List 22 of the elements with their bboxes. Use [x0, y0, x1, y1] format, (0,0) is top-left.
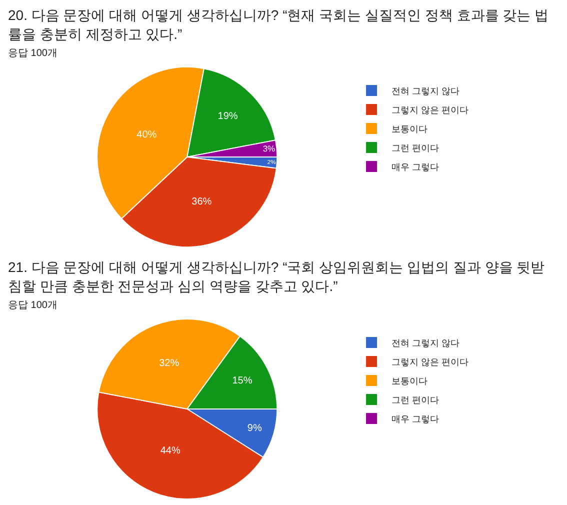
data-label: 15% — [232, 375, 252, 386]
data-label: 40% — [136, 129, 157, 140]
chart-subtitle: 응답 100개 — [7, 298, 58, 312]
data-label: 3% — [262, 143, 276, 154]
legend-label: 매우 그렇다 — [392, 414, 440, 424]
legend-label: 그렇지 않은 편이다 — [392, 105, 469, 116]
legend-label: 매우 그렇다 — [392, 162, 440, 172]
data-label: 9% — [247, 423, 262, 434]
chart-subtitle: 응답 100개 — [7, 46, 58, 60]
chart-title: 20. 다음 문장에 대해 어떻게 생각하십니까? “현재 국회는 실질적인 정책 효과를 갖는 법률을 충분히 제정하고 있다.” — [7, 6, 550, 44]
legend-label: 그런 편이다 — [392, 143, 440, 154]
legend-label: 전혀 그렇지 않다 — [392, 338, 460, 348]
data-label: 19% — [218, 110, 238, 122]
data-label: 44% — [160, 446, 180, 457]
chart-title: 21. 다음 문장에 대해 어떻게 생각하십니까? “국회 상임위원회는 입법의 질과 양을 뒷받침할 만큼 충분한 전문성과 심의 역량을 갖추고 있다.” — [7, 258, 546, 296]
data-label: 36% — [192, 196, 212, 208]
legend-label: 전혀 그렇지 않다 — [392, 86, 460, 96]
legend-label: 보통이다 — [392, 124, 428, 134]
legend-label: 그런 편이다 — [392, 395, 440, 406]
legend-label: 그렇지 않은 편이다 — [392, 357, 469, 368]
legend-label: 보통이다 — [392, 376, 428, 386]
data-label: 32% — [159, 358, 180, 370]
